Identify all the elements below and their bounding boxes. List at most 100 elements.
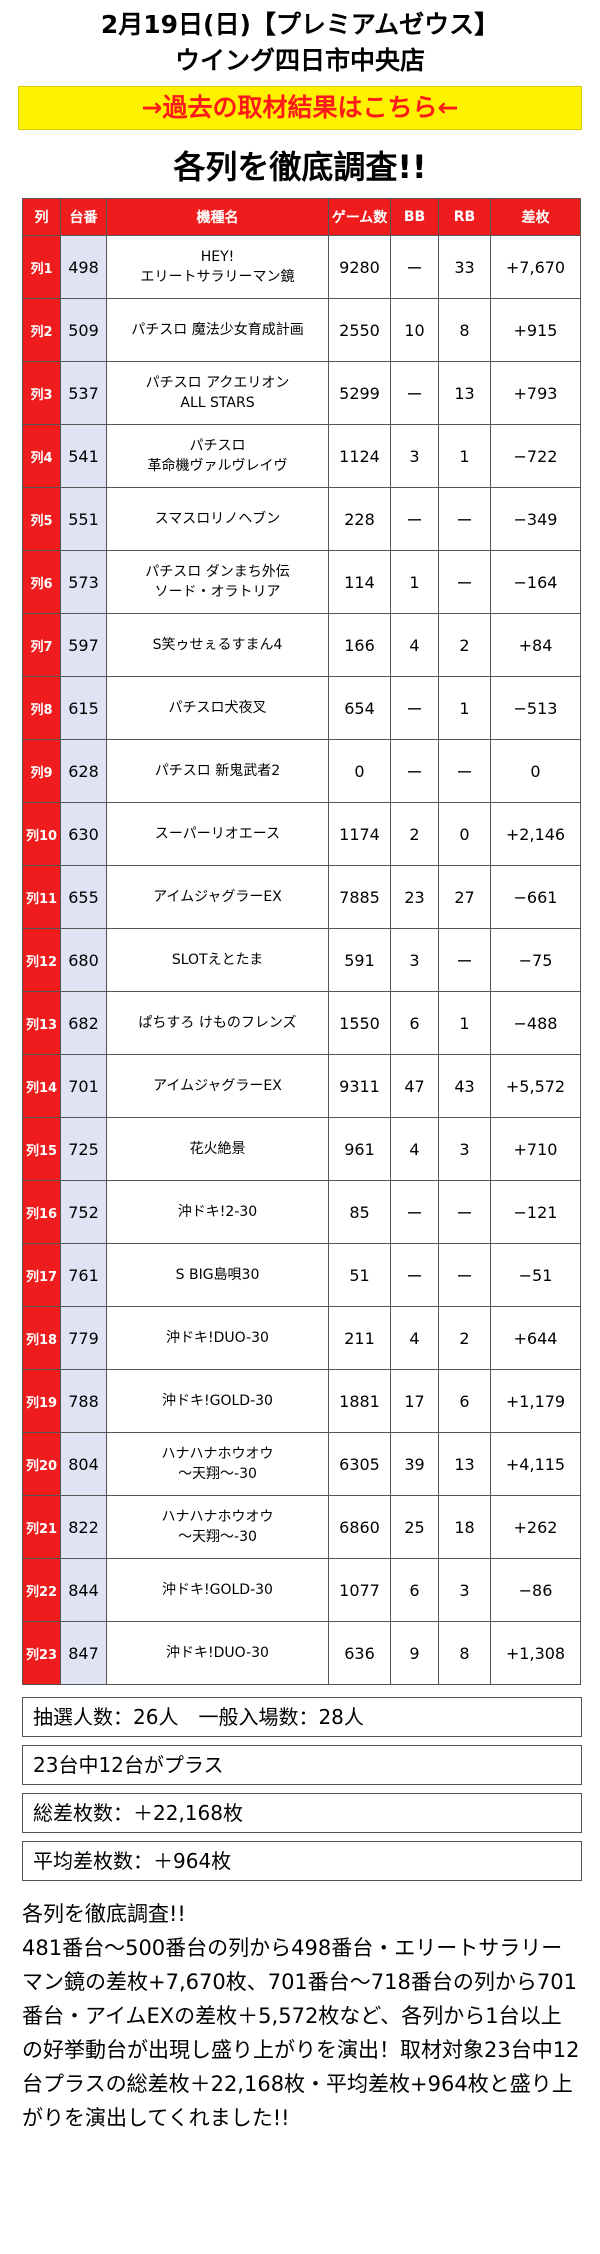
cell-bb: 10 [390, 298, 439, 362]
col-header-games: ゲーム数 [328, 198, 391, 236]
cell-unit: 573 [60, 550, 107, 614]
table-row: 列8 615 パチスロ犬夜叉 654 ー 1 −513 [22, 676, 581, 740]
cell-row: 列21 [22, 1495, 61, 1559]
cell-diff: −75 [490, 928, 581, 992]
cell-diff: −121 [490, 1180, 581, 1244]
cell-games: 961 [328, 1117, 391, 1181]
cell-row: 列8 [22, 676, 61, 740]
past-results-link[interactable]: →過去の取材結果はこちら← [18, 86, 582, 130]
table-row: 列6 573 パチスロ ダンまち外伝 ソード・オラトリア 114 1 ー −164 [22, 550, 581, 614]
cell-unit: 630 [60, 802, 107, 866]
cell-rb: 2 [438, 613, 491, 677]
cell-rb: 33 [438, 235, 491, 299]
cell-unit: 498 [60, 235, 107, 299]
cell-diff: +84 [490, 613, 581, 677]
cell-diff: +644 [490, 1306, 581, 1370]
cell-games: 6305 [328, 1432, 391, 1496]
cell-name: アイムジャグラーEX [106, 865, 329, 929]
article-lead: 各列を徹底調査!! [22, 1902, 186, 1926]
cell-bb: 23 [390, 865, 439, 929]
cell-name: 沖ドキ!DUO-30 [106, 1306, 329, 1370]
col-header-diff: 差枚 [490, 198, 581, 236]
cell-diff: +1,179 [490, 1369, 581, 1433]
cell-rb: ー [438, 550, 491, 614]
cell-games: 9280 [328, 235, 391, 299]
cell-games: 166 [328, 613, 391, 677]
cell-bb: 4 [390, 1306, 439, 1370]
table-row: 列10 630 スーパーリオエース 1174 2 0 +2,146 [22, 802, 581, 866]
cell-diff: 0 [490, 739, 581, 803]
article-text: 481番台〜500番台の列から498番台・エリートサラリーマン鏡の差枚+7,67… [22, 1936, 580, 2130]
cell-games: 211 [328, 1306, 391, 1370]
total-diff: 総差枚数：＋22,168枚 [22, 1793, 582, 1833]
table-header-row: 列 台番 機種名 ゲーム数 BB RB 差枚 [22, 198, 581, 236]
cell-rb: 8 [438, 1621, 491, 1685]
cell-row: 列11 [22, 865, 61, 929]
table-row: 列22 844 沖ドキ!GOLD-30 1077 6 3 −86 [22, 1558, 581, 1622]
table-row: 列20 804 ハナハナホウオウ 〜天翔〜-30 6305 39 13 +4,115 [22, 1432, 581, 1496]
table-row: 列15 725 花火絶景 961 4 3 +710 [22, 1117, 581, 1181]
cell-rb: ー [438, 1180, 491, 1244]
table-body: 列1 498 HEY! エリートサラリーマン鏡 9280 ー 33 +7,670 列2 509 パ… [22, 235, 581, 1685]
table-row: 列12 680 SLOTえとたま 591 3 ー −75 [22, 928, 581, 992]
cell-unit: 804 [60, 1432, 107, 1496]
cell-unit: 847 [60, 1621, 107, 1685]
cell-diff: −488 [490, 991, 581, 1055]
cell-name: パチスロ 魔法少女育成計画 [106, 298, 329, 362]
cell-row: 列9 [22, 739, 61, 803]
cell-games: 0 [328, 739, 391, 803]
cell-diff: +262 [490, 1495, 581, 1559]
table-row: 列2 509 パチスロ 魔法少女育成計画 2550 10 8 +915 [22, 298, 581, 362]
cell-rb: 1 [438, 424, 491, 488]
cell-games: 6860 [328, 1495, 391, 1559]
cell-name: 花火絶景 [106, 1117, 329, 1181]
cell-row: 列5 [22, 487, 61, 551]
section-heading: 各列を徹底調査!! [173, 148, 427, 186]
cell-rb: 3 [438, 1558, 491, 1622]
cell-row: 列6 [22, 550, 61, 614]
cell-bb: 39 [390, 1432, 439, 1496]
cell-bb: 4 [390, 1117, 439, 1181]
page-title: 2月19日(日)【プレミアムゼウス】 [100, 10, 500, 39]
cell-row: 列2 [22, 298, 61, 362]
table-row: 列11 655 アイムジャグラーEX 7885 23 27 −661 [22, 865, 581, 929]
cell-rb: ー [438, 487, 491, 551]
cell-name: ぱちすろ けものフレンズ [106, 991, 329, 1055]
table-row: 列16 752 沖ドキ!2-30 85 ーー −121 [22, 1180, 581, 1244]
plus-count: 23台中12台がプラス [22, 1745, 582, 1785]
cell-games: 654 [328, 676, 391, 740]
cell-name: スマスロリノヘブン [106, 487, 329, 551]
table-row: 列23 847 沖ドキ!DUO-30 636 9 8 +1,308 [22, 1621, 581, 1685]
cell-rb: 0 [438, 802, 491, 866]
cell-name: パチスロ ダンまち外伝 ソード・オラトリア [106, 550, 329, 614]
col-header-rb: RB [438, 198, 491, 236]
cell-bb: ー [390, 1180, 439, 1244]
cell-bb: ー [390, 676, 439, 740]
article-body: 各列を徹底調査!! 481番台〜500番台の列から498番台・エリートサラリーマ… [22, 1897, 582, 2135]
cell-bb: 3 [390, 928, 439, 992]
cell-diff: −661 [490, 865, 581, 929]
cell-bb: 3 [390, 424, 439, 488]
cell-games: 7885 [328, 865, 391, 929]
cell-rb: 43 [438, 1054, 491, 1118]
col-header-row: 列 [22, 198, 61, 236]
cell-unit: 682 [60, 991, 107, 1055]
col-header-unit: 台番 [60, 198, 107, 236]
cell-unit: 752 [60, 1180, 107, 1244]
cell-row: 列23 [22, 1621, 61, 1685]
cell-name: 沖ドキ!DUO-30 [106, 1621, 329, 1685]
cell-bb: 6 [390, 1558, 439, 1622]
cell-bb: 9 [390, 1621, 439, 1685]
table-row: 列7 597 S笑ゥせぇるすまん4 166 4 2 +84 [22, 613, 581, 677]
cell-row: 列15 [22, 1117, 61, 1181]
cell-diff: −86 [490, 1558, 581, 1622]
cell-unit: 597 [60, 613, 107, 677]
cell-diff: −164 [490, 550, 581, 614]
cell-rb: 2 [438, 1306, 491, 1370]
cell-row: 列1 [22, 235, 61, 299]
table-row: 列5 551 スマスロリノヘブン 228 ーー −349 [22, 487, 581, 551]
cell-rb: 18 [438, 1495, 491, 1559]
cell-unit: 761 [60, 1243, 107, 1307]
cell-name: HEY! エリートサラリーマン鏡 [106, 235, 329, 299]
cell-name: スーパーリオエース [106, 802, 329, 866]
